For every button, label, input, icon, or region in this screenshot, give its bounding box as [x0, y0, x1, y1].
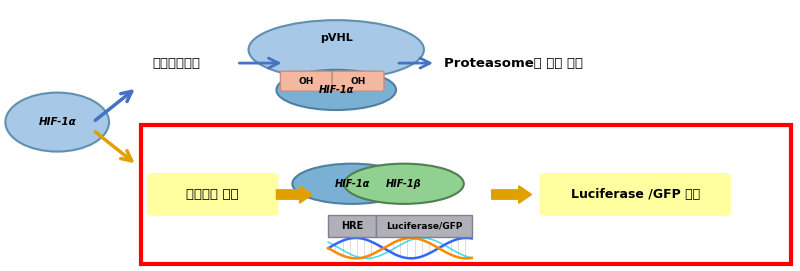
Text: 저산소증 상태: 저산소증 상태 [186, 188, 239, 201]
Circle shape [292, 164, 412, 204]
Text: HIF-1α: HIF-1α [318, 85, 354, 95]
Circle shape [277, 70, 396, 110]
Bar [141, 125, 790, 264]
Text: Luciferase/GFP: Luciferase/GFP [386, 221, 462, 231]
Text: 정상산소상태: 정상산소상태 [153, 57, 201, 70]
Text: HIF-1β: HIF-1β [386, 179, 422, 189]
FancyBboxPatch shape [376, 215, 472, 237]
Text: OH: OH [350, 77, 366, 86]
Text: pVHL: pVHL [320, 33, 353, 43]
FancyBboxPatch shape [328, 215, 376, 237]
Text: HRE: HRE [341, 221, 363, 231]
FancyBboxPatch shape [147, 173, 278, 216]
FancyBboxPatch shape [332, 71, 384, 91]
Text: Luciferase /GFP 발현: Luciferase /GFP 발현 [570, 188, 700, 201]
Text: Proteasome에 의한 분해: Proteasome에 의한 분해 [444, 57, 583, 70]
FancyBboxPatch shape [281, 71, 332, 91]
FancyArrow shape [277, 186, 312, 203]
Circle shape [249, 20, 424, 79]
Text: HIF-1α: HIF-1α [38, 117, 76, 127]
Ellipse shape [6, 93, 109, 151]
Circle shape [344, 164, 464, 204]
FancyArrow shape [492, 186, 531, 203]
Text: OH: OH [298, 77, 314, 86]
Text: HIF-1α: HIF-1α [334, 179, 370, 189]
FancyBboxPatch shape [539, 173, 731, 216]
